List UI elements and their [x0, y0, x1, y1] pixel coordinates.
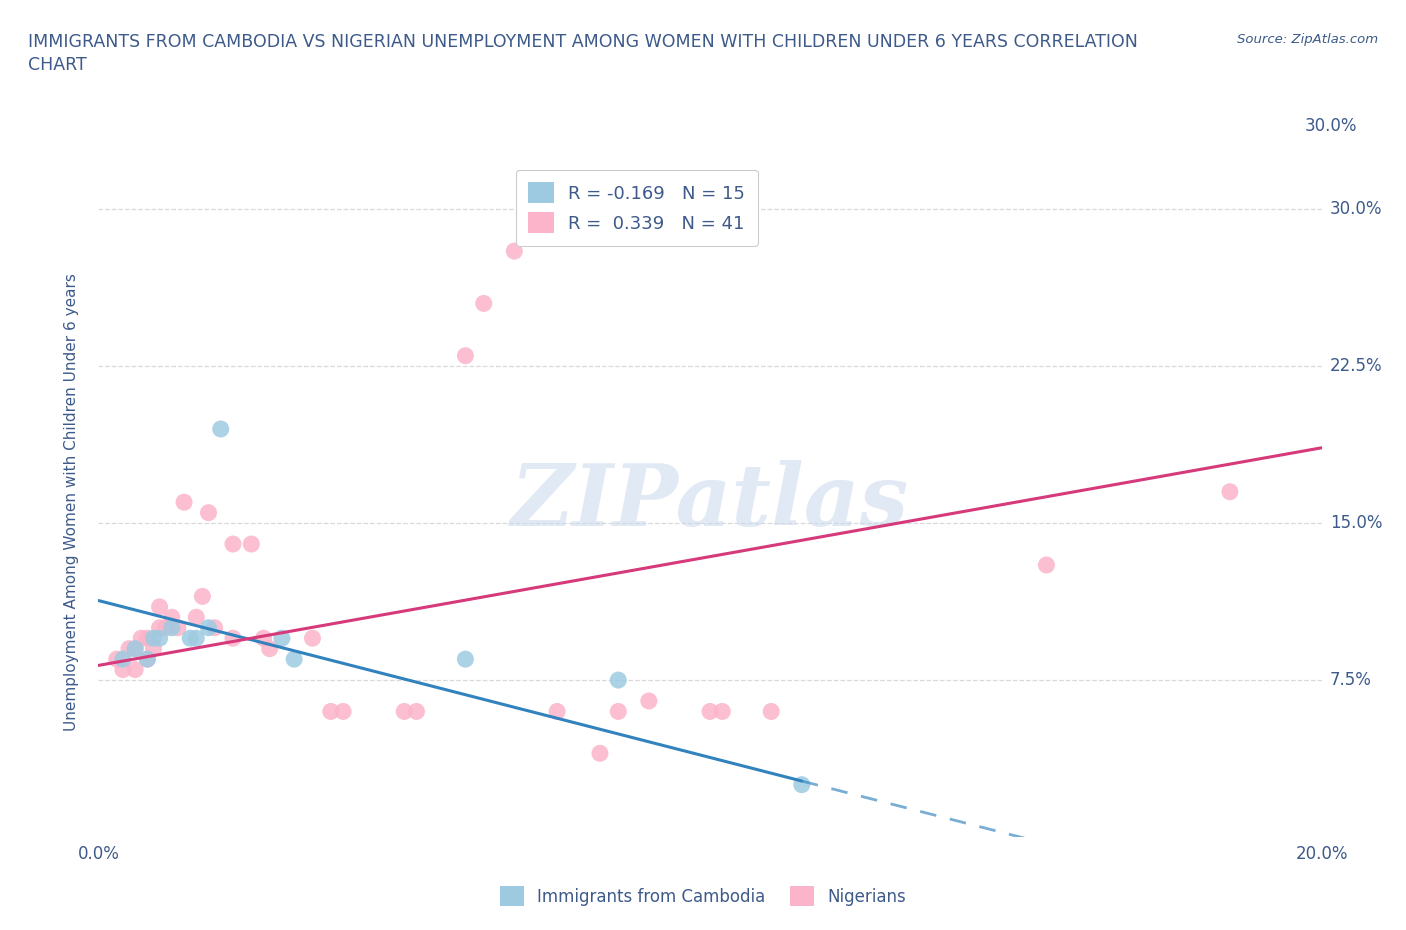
Text: IMMIGRANTS FROM CAMBODIA VS NIGERIAN UNEMPLOYMENT AMONG WOMEN WITH CHILDREN UNDE: IMMIGRANTS FROM CAMBODIA VS NIGERIAN UNE…	[28, 33, 1137, 74]
Point	[240, 537, 263, 551]
Point	[454, 349, 477, 364]
Point	[454, 652, 477, 667]
Point	[790, 777, 813, 792]
Point	[222, 631, 245, 645]
Text: ZIPatlas: ZIPatlas	[510, 460, 910, 544]
Point	[759, 704, 782, 719]
Point	[160, 620, 183, 635]
Point	[105, 652, 128, 667]
Point	[270, 631, 292, 645]
Point	[142, 631, 165, 645]
Point	[1219, 485, 1241, 499]
Point	[204, 620, 226, 635]
Point	[167, 620, 190, 635]
Text: Source: ZipAtlas.com: Source: ZipAtlas.com	[1237, 33, 1378, 46]
Point	[607, 672, 630, 687]
Legend: Immigrants from Cambodia, Nigerians: Immigrants from Cambodia, Nigerians	[494, 880, 912, 912]
Point	[136, 652, 159, 667]
Point	[173, 495, 195, 510]
Point	[546, 704, 568, 719]
Point	[124, 642, 146, 657]
Point	[197, 505, 219, 520]
Point	[124, 662, 146, 677]
Point	[332, 704, 354, 719]
Point	[142, 642, 165, 657]
Point	[392, 704, 416, 719]
Point	[589, 746, 612, 761]
Point	[149, 631, 172, 645]
Text: 30.0%: 30.0%	[1305, 116, 1357, 135]
Point	[405, 704, 427, 719]
Point	[155, 620, 177, 635]
Point	[301, 631, 323, 645]
Point	[259, 642, 281, 657]
Point	[699, 704, 721, 719]
Point	[118, 642, 141, 657]
Legend: R = -0.169   N = 15, R =  0.339   N = 41: R = -0.169 N = 15, R = 0.339 N = 41	[516, 170, 758, 246]
Point	[503, 244, 526, 259]
Point	[186, 610, 208, 625]
Point	[179, 631, 201, 645]
Point	[711, 704, 734, 719]
Point	[124, 642, 146, 657]
Point	[197, 620, 219, 635]
Point	[111, 662, 134, 677]
Point	[149, 600, 172, 615]
Point	[319, 704, 342, 719]
Text: 15.0%: 15.0%	[1330, 514, 1382, 532]
Point	[136, 631, 159, 645]
Point	[191, 589, 214, 604]
Text: 7.5%: 7.5%	[1330, 671, 1372, 689]
Point	[283, 652, 305, 667]
Point	[149, 620, 172, 635]
Point	[129, 631, 152, 645]
Y-axis label: Unemployment Among Women with Children Under 6 years: Unemployment Among Women with Children U…	[65, 273, 79, 731]
Point	[160, 610, 183, 625]
Point	[252, 631, 274, 645]
Point	[637, 694, 661, 709]
Point	[472, 296, 495, 311]
Text: 22.5%: 22.5%	[1330, 357, 1382, 375]
Text: 30.0%: 30.0%	[1330, 200, 1382, 219]
Point	[186, 631, 208, 645]
Point	[111, 652, 134, 667]
Point	[607, 704, 630, 719]
Point	[222, 537, 245, 551]
Point	[209, 421, 232, 436]
Point	[136, 652, 159, 667]
Point	[1035, 558, 1057, 573]
